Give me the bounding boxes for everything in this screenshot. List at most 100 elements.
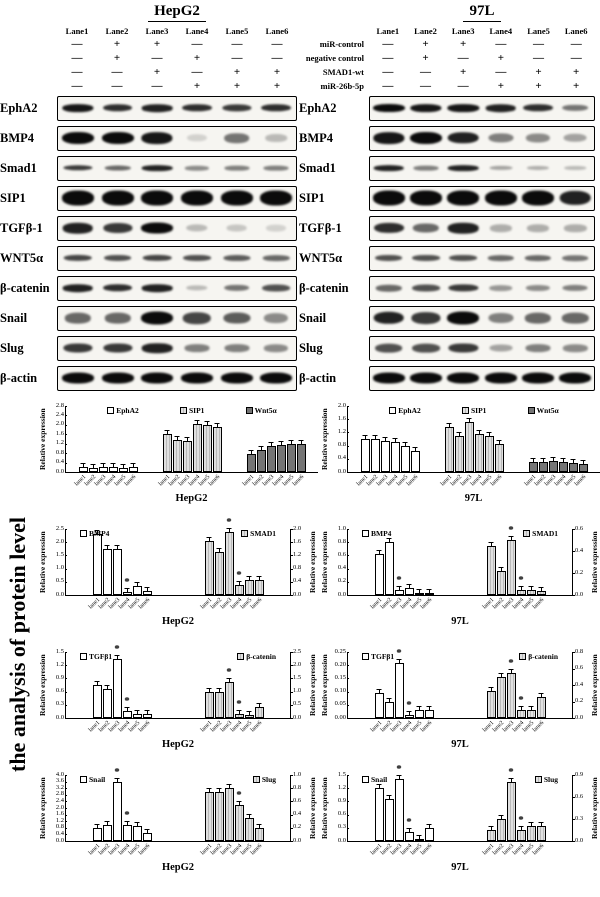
bar [92,534,102,595]
bar [486,690,496,718]
blot-row: WNT5α WNT5α [0,243,600,273]
treatment-symbol: + [573,65,580,78]
bar [506,782,516,841]
bar [496,570,506,595]
legend-swatch [80,530,87,537]
blot-box-97l [369,95,595,121]
x-axis-title: HepG2 [161,739,195,750]
error-bar [194,419,200,425]
treatment-symbol: — [495,37,507,50]
blot-band [447,190,480,206]
legend-entry: BMP4 [362,529,391,538]
series-TGFβ1: lane1 lane2 * lane3 * lane4 lane5 lane6 [88,643,152,733]
bar-group: lane1 [482,529,496,610]
series-β-catenin: lane1 lane2 * lane3 * lane4 lane5 lane6 [200,652,264,733]
bar-group: * lane4 [230,652,244,733]
legend-label: Wnt5α [254,406,277,415]
bar [404,832,414,841]
bar [516,830,526,841]
treatment-symbol: + [497,79,504,92]
bar [538,462,548,472]
blot-band [186,134,207,142]
blot-band [261,104,292,112]
protein-label-left: β-actin [0,370,38,385]
blot-band [526,165,550,171]
bar-group: lane4 [104,406,118,487]
bar-group: lane5 [410,529,424,610]
y-tick-label: 1.2 [289,550,302,558]
error-bar [268,442,274,447]
bar-group: lane6 [532,529,546,610]
treatment-symbol: — [191,65,203,78]
bar [374,788,384,841]
protein-label-right: β-catenin [299,280,349,295]
legend-swatch [252,776,260,783]
bar-group: * lane3 [390,529,404,610]
bar-group: lane5 [410,652,424,733]
y-tick-label: 2.4 [55,796,68,804]
blot-band [559,372,592,384]
blot-band [222,255,251,261]
lane-header: Lane2 [105,25,129,36]
x-axis-title: 97L [451,739,469,750]
y-tick-label: 2.0 [55,803,68,811]
bar-group: lane6 [406,406,420,487]
error-bar [110,463,116,468]
y-tick-label: 0.4 [571,546,584,554]
blot-band [104,165,131,171]
bar [102,689,112,718]
error-bar [392,438,398,443]
blot-rows: EphA2 EphA2 BMP4 BMP4 Smad1 Smad1 SIP1 SIP1 TGFβ… [0,93,600,393]
error-bar [216,687,222,693]
y-tick-label: 0.20 [334,660,350,668]
lane-headers-right: Lane1 Lane2 Lane3 Lane4 Lane5 Lane6 [369,26,595,36]
blot-band [560,190,591,206]
y-tick-label: 0.0 [337,467,350,475]
plot-area: BMP4 SMAD1 lane1 lane2 * lane3 lane4 lane5 lane6… [347,525,573,610]
error-bar [498,815,504,820]
legend-label: BMP4 [89,529,110,538]
lane-headers-row: Lane1 Lane2 Lane3 Lane4 Lane5 Lane6 Lane1 Lane… [0,24,600,37]
blot-band [374,343,403,353]
bar [244,817,254,841]
blot-band [562,104,589,112]
treatment-symbol: + [460,37,467,50]
blot-band [101,132,134,144]
bar [474,434,484,472]
error-bar [486,431,492,437]
y-tick-label: 1.2 [55,816,68,824]
panel-title-97l: 97L [463,3,501,22]
blot-box-97l [369,275,595,301]
treatment-symbol: — [570,51,582,64]
legend-label: SIP1 [470,406,487,415]
significance-asterisk: * [236,788,242,801]
protein-label-left: Smad1 [0,160,37,175]
legend-swatch [80,653,87,660]
bar [254,580,264,595]
x-axis-title: 97L [451,862,469,873]
y-axis-left: 0.0 0.3 0.6 0.9 1.2 1.5 [48,648,68,720]
chart-97l-bmp4-smad1: Relative expression 0.0 0.2 0.4 0.6 0.8 1.0 BMP… [318,518,600,641]
error-bar [134,581,140,587]
blot-band [141,372,174,384]
bar-group: lane1 [88,775,102,856]
treatment-symbol: — [495,65,507,78]
legend-swatch [527,407,535,414]
blot-box-97l [369,215,595,241]
y-tick-label: 0.0 [337,590,350,598]
y-axis-left: 0.0 0.5 1.0 1.5 2.0 2.5 [48,525,68,597]
chart-hepg2-markers: Relative expression 0.0 0.4 0.8 1.2 1.6 2.0 2.4… [36,395,318,518]
x-axis-title: 97L [464,493,483,504]
error-bar [382,436,388,442]
error-bar [204,420,210,426]
bar [516,709,526,718]
chart-legend: EphA2 SIP1 Wnt5α [66,406,318,415]
blot-band [266,224,287,232]
blot-band [182,254,211,262]
y-axis-right: 0.0 0.5 1.0 1.5 2.0 2.5 [289,648,308,720]
blot-band [141,222,174,234]
y-tick-label: 4.0 [55,770,68,778]
bar [214,691,224,718]
legend-label: EphA2 [116,406,139,415]
